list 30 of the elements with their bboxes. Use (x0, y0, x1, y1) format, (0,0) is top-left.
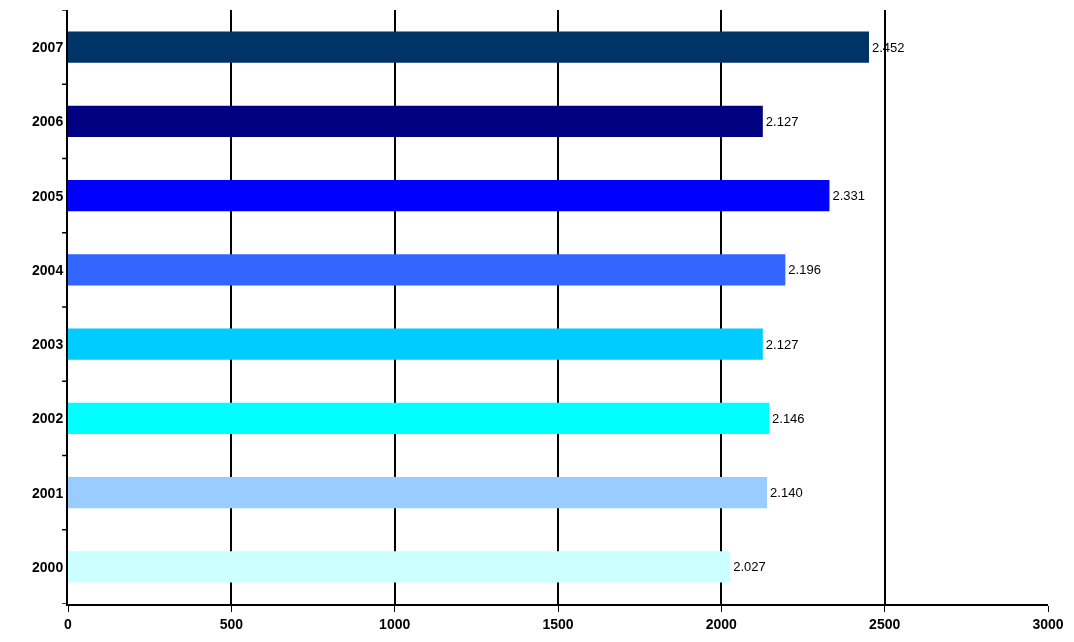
y-tick-label: 2002 (32, 410, 64, 427)
bar (68, 254, 786, 286)
x-tick-label: 2000 (705, 615, 738, 632)
bar (68, 477, 768, 509)
x-tick-label: 2500 (869, 615, 901, 632)
x-tick-label: 1000 (379, 615, 411, 632)
y-tick-label: 2006 (32, 113, 64, 130)
data-label: 2.127 (765, 336, 799, 352)
data-label: 2.331 (832, 188, 866, 204)
y-tick-label: 2001 (32, 484, 64, 501)
y-tick-label: 2007 (32, 39, 64, 56)
y-tick-label: 2003 (32, 336, 64, 353)
bar (68, 328, 763, 360)
data-label: 2.027 (733, 559, 766, 575)
data-label: 2.127 (765, 113, 799, 129)
bar (68, 180, 830, 212)
bar (68, 551, 731, 583)
data-label: 2.146 (772, 410, 805, 426)
y-tick-label: 2005 (32, 187, 64, 204)
data-label: 2.196 (788, 262, 821, 278)
y-tick-label: 2004 (32, 261, 64, 278)
bar (68, 105, 763, 137)
x-tick-label: 0 (64, 615, 73, 632)
x-tick-label: 1500 (542, 615, 574, 632)
x-tick-label: 500 (219, 615, 244, 632)
y-tick-label: 2000 (32, 558, 64, 575)
data-label: 2.140 (770, 485, 803, 501)
bar (68, 402, 770, 434)
bar (68, 31, 869, 63)
x-tick-label: 3000 (1032, 615, 1064, 632)
